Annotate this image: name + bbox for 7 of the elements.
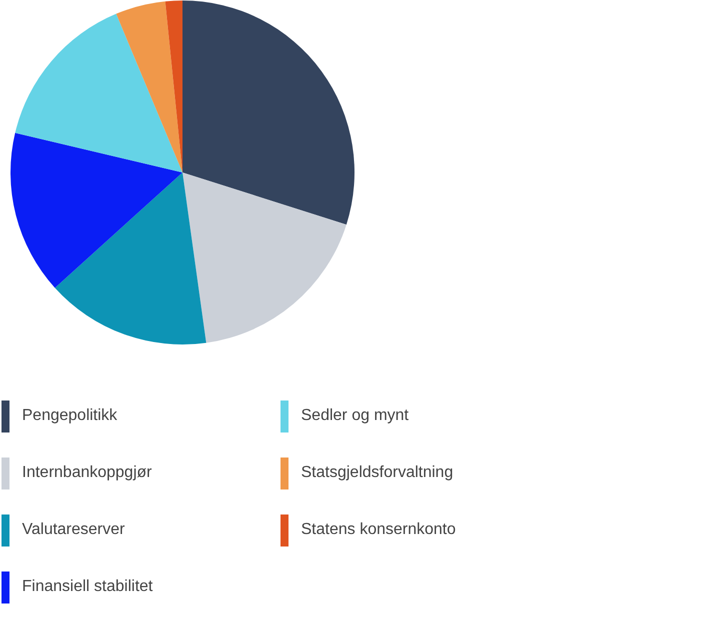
legend-label: Pengepolitikk xyxy=(22,407,118,425)
legend-label: Finansiell stabilitet xyxy=(22,578,154,596)
legend-label: Sedler og mynt xyxy=(301,407,410,425)
legend-label: Internbankoppgjør xyxy=(22,464,153,482)
legend-label: Statens konsernkonto xyxy=(301,521,457,539)
legend-label: Statsgjeldsforvaltning xyxy=(301,464,454,482)
legend-label: Valutareserver xyxy=(22,521,126,539)
